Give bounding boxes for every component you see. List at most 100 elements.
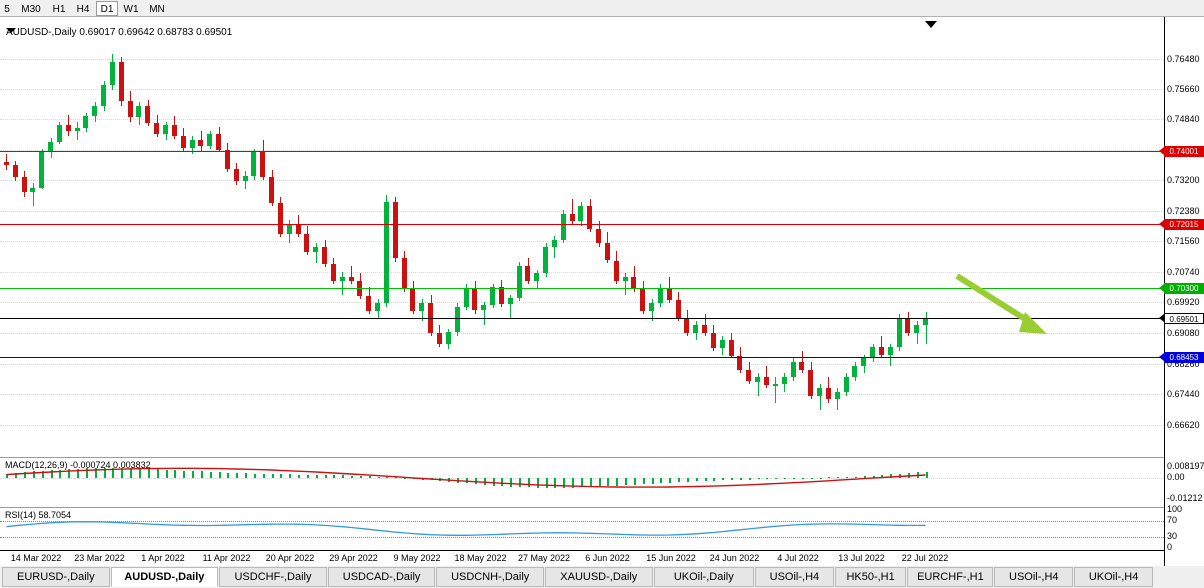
candle-body <box>75 128 80 132</box>
candle-body <box>101 85 106 107</box>
timeframe-w1[interactable]: W1 <box>123 4 139 15</box>
price-tick-label: 0.71560 <box>1167 236 1200 247</box>
symbol-tab-usoil-h4[interactable]: USOil-,H4 <box>994 567 1074 587</box>
candle-wick <box>625 273 626 296</box>
macd-histogram-bar <box>616 478 618 486</box>
candle-body <box>296 224 301 234</box>
timeframe-mn[interactable]: MN <box>149 4 165 15</box>
candle-body <box>879 347 884 355</box>
symbol-tab-ukoil-daily[interactable]: UKOil-,Daily <box>653 567 754 587</box>
candle-body <box>773 384 778 387</box>
macd-histogram-bar <box>378 476 380 478</box>
candle-body <box>870 347 875 359</box>
candle-body <box>534 273 539 281</box>
symbol-tab-usdchf-daily[interactable]: USDCHF-,Daily <box>219 567 327 587</box>
candle-body <box>340 276 345 282</box>
macd-histogram-bar <box>811 478 813 479</box>
macd-signal-line <box>6 467 926 488</box>
resistance-74001-line[interactable] <box>0 150 1164 152</box>
macd-histogram-bar <box>510 478 512 487</box>
resistance-72015-tag[interactable]: 0.72015 <box>1164 219 1204 231</box>
candle-body <box>490 287 495 306</box>
support-70300-tag[interactable]: 0.70300 <box>1164 282 1204 294</box>
symbol-tab-ukoil-h4[interactable]: UKOil-,H4 <box>1074 567 1153 587</box>
candle-body <box>543 247 548 274</box>
timeframe-m30[interactable]: M30 <box>21 4 41 15</box>
symbol-tab-xauusd-daily[interactable]: XAUUSD-,Daily <box>545 567 653 587</box>
candle-body <box>596 229 601 244</box>
macd-histogram-bar <box>395 477 397 478</box>
resistance-74001-tag[interactable]: 0.74001 <box>1164 145 1204 157</box>
candle-body <box>278 203 283 234</box>
timeframe-d1[interactable]: D1 <box>96 1 118 16</box>
chart-collapse-arrow-icon[interactable] <box>6 28 16 33</box>
price-gridline <box>0 363 1164 365</box>
macd-histogram-bar <box>802 478 804 479</box>
current-price-69501-tag[interactable]: 0.69501 <box>1164 312 1204 324</box>
resistance-72015-line[interactable] <box>0 224 1164 226</box>
macd-histogram-bar <box>607 478 609 487</box>
price-gridline <box>0 271 1164 273</box>
time-axis[interactable]: 14 Mar 2022 23 Mar 2022 1 Apr 2022 11 Apr 2… <box>0 550 1164 566</box>
rsi-line <box>6 521 926 536</box>
macd-histogram-bar <box>210 471 212 478</box>
macd-subwindow[interactable]: MACD(12,26,9) -0.000724 0.003832 <box>0 457 1164 505</box>
support-68453-tag-arrow-icon <box>1159 352 1164 361</box>
macd-histogram-bar <box>572 478 574 488</box>
candle-body <box>216 134 221 150</box>
macd-histogram-bar <box>722 478 724 481</box>
candle-body <box>119 61 124 101</box>
candle-body <box>145 106 150 124</box>
macd-histogram-bar <box>581 478 583 488</box>
candle-body <box>720 339 725 349</box>
symbol-tab-bar: EURUSD-,Daily AUDUSD-,Daily USDCHF-,Daily U… <box>0 566 1204 588</box>
candle-body <box>198 139 203 147</box>
trend-arrow-icon[interactable] <box>955 272 1065 342</box>
time-tick-label: 6 Jun 2022 <box>585 553 630 563</box>
symbol-tab-hk50-h1[interactable]: HK50-,H1 <box>834 567 907 587</box>
timeframe-h1[interactable]: H1 <box>52 4 66 15</box>
macd-histogram-bar <box>351 475 353 478</box>
support-68453-line[interactable] <box>0 356 1164 358</box>
time-tick-label: 22 Jul 2022 <box>901 553 949 563</box>
symbol-tab-eurusd-daily[interactable]: EURUSD-,Daily <box>2 567 110 587</box>
symbol-tab-audusd-daily[interactable]: AUDUSD-,Daily <box>110 567 219 587</box>
time-tick-label: 18 May 2022 <box>454 553 507 563</box>
price-plot[interactable]: AUDUSD-,Daily 0.69017 0.69642 0.68783 0.… <box>0 17 1164 566</box>
price-gridline <box>0 241 1164 243</box>
symbol-tab-usoil-h4[interactable]: USOil-,H4 <box>755 567 834 587</box>
macd-histogram-bar <box>820 478 822 479</box>
candle-body <box>207 134 212 147</box>
support-70300-line[interactable] <box>0 287 1164 289</box>
price-gridline <box>0 333 1164 335</box>
rsi-subwindow[interactable]: RSI(14) 58.7054 <box>0 507 1164 549</box>
timeframe-5[interactable]: 5 <box>4 4 10 15</box>
symbol-tab-usdcnh-daily[interactable]: USDCNH-,Daily <box>436 567 544 587</box>
candle-body <box>835 391 840 400</box>
candle-body <box>243 175 248 182</box>
candle-body <box>826 388 831 400</box>
timeframe-h4[interactable]: H4 <box>76 4 90 15</box>
symbol-tab-usdcad-daily[interactable]: USDCAD-,Daily <box>327 567 436 587</box>
candle-wick <box>572 198 573 225</box>
candle-body <box>66 125 71 132</box>
macd-histogram-bar <box>766 478 768 480</box>
candle-wick <box>802 351 803 374</box>
rsi-tick-label: 100 <box>1167 504 1183 514</box>
candle-wick <box>926 312 927 345</box>
candle-body <box>764 377 769 386</box>
macd-label: MACD(12,26,9) -0.000724 0.003832 <box>5 460 151 470</box>
candle-wick <box>316 242 317 264</box>
chart-symbol-label: AUDUSD-,Daily 0.69017 0.69642 0.68783 0.… <box>6 27 233 38</box>
current-price-69501-line[interactable] <box>0 317 1164 319</box>
price-gridline <box>0 394 1164 396</box>
support-68453-tag[interactable]: 0.68453 <box>1164 351 1204 363</box>
candle-body <box>729 339 734 356</box>
candle-body <box>287 224 292 234</box>
symbol-tab-eurchf-h1[interactable]: EURCHF-,H1 <box>907 567 994 587</box>
macd-histogram-bar <box>121 468 123 478</box>
price-tick-label: 0.66620 <box>1167 419 1200 430</box>
macd-histogram-bar <box>33 471 35 478</box>
chart-area[interactable]: AUDUSD-,Daily 0.69017 0.69642 0.68783 0.… <box>0 17 1204 566</box>
macd-histogram-bar <box>148 468 150 478</box>
